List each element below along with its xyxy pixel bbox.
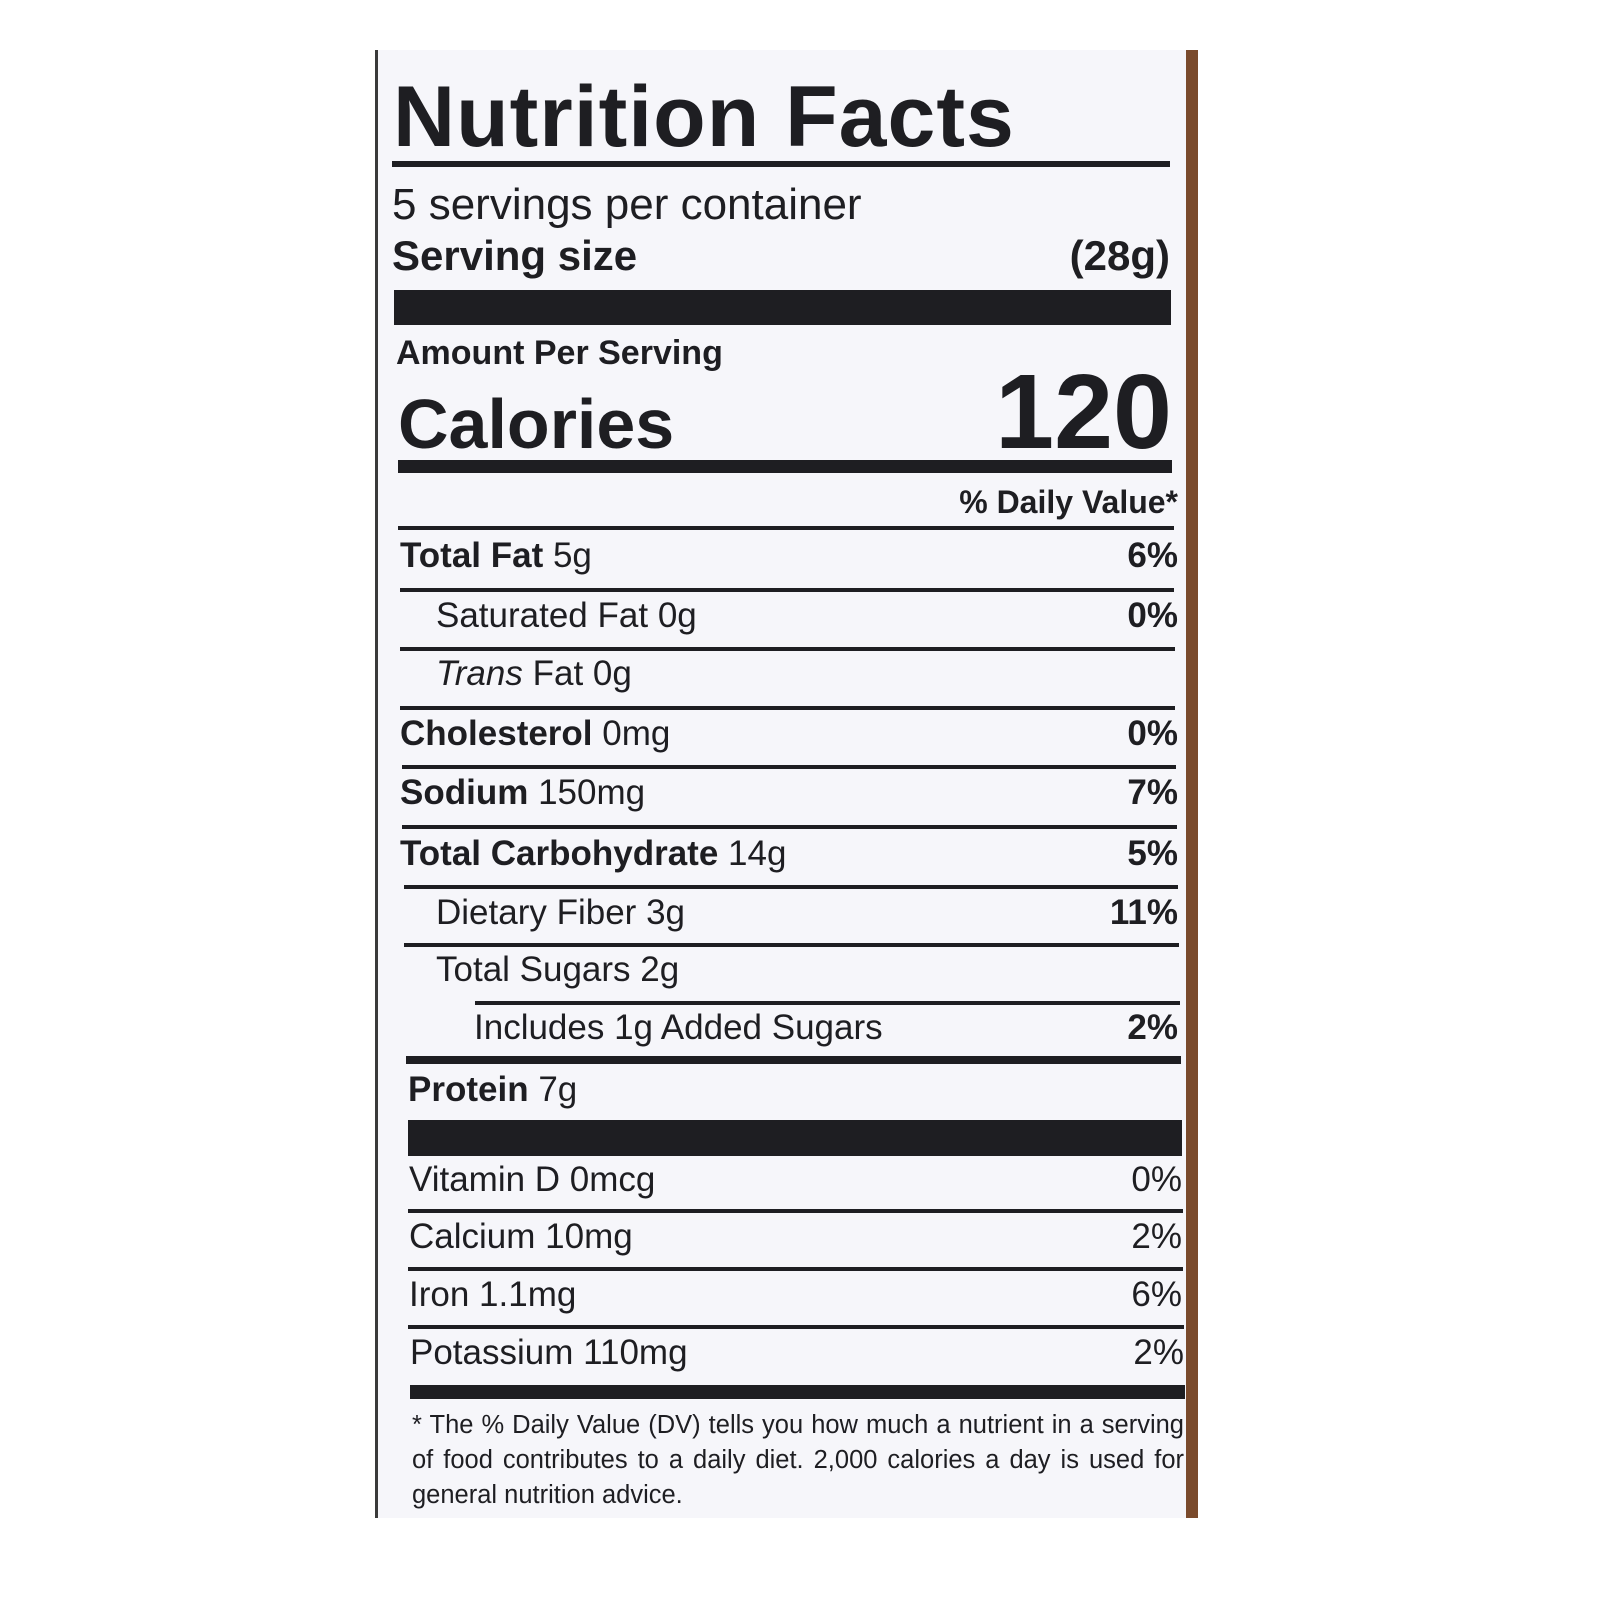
nutrient-dv: 7% [1127, 773, 1178, 812]
nutrient-dv: 2% [1127, 1008, 1178, 1047]
nutrient-dv: 11% [1109, 893, 1178, 932]
nutrient-dv: 6% [1127, 536, 1178, 575]
dv-header: % Daily Value* [959, 484, 1178, 520]
nutrient-name: Total Fat [400, 536, 544, 575]
calories-label: Calories [398, 385, 675, 463]
rule [406, 1056, 1181, 1064]
vitamin-dv: 2% [1133, 1333, 1184, 1372]
vitamin-name: Calcium 10mg [409, 1217, 633, 1256]
calories-value: 120 [995, 353, 1172, 471]
rule [408, 1209, 1183, 1213]
nutrient-row: Total Carbohydrate 14g 5% [400, 834, 1178, 874]
nutrient-amount: Fat 0g [532, 654, 632, 693]
title: Nutrition Facts [393, 69, 1015, 165]
nutrient-row: Trans Fat 0g [400, 654, 1178, 694]
vitamin-dv: 2% [1131, 1217, 1182, 1256]
nutrient-row: Sodium 150mg 7% [400, 773, 1178, 813]
footnote: * The % Daily Value (DV) tells you how m… [412, 1411, 1184, 1509]
nutrient-name: Cholesterol [400, 714, 593, 753]
rule [404, 943, 1179, 947]
nutrient-name: Dietary Fiber [436, 893, 637, 932]
nutrient-amount: 0mg [602, 714, 671, 753]
rule [392, 161, 1170, 167]
nutrient-dv: 0% [1127, 596, 1178, 635]
nutrient-row: Total Sugars 2g [400, 950, 1178, 990]
nutrient-name: Includes 1g Added Sugars [474, 1008, 883, 1047]
serving-size-label: Serving size [392, 232, 638, 279]
thick-bar [394, 290, 1171, 325]
nutrient-dv: 0% [1127, 714, 1178, 753]
vitamin-row: Calcium 10mg 2% [409, 1217, 1182, 1257]
thick-bar [408, 1120, 1182, 1156]
nutrient-amount: 14g [728, 834, 787, 873]
nutrient-name: Total Carbohydrate [400, 834, 719, 873]
rule [402, 765, 1176, 769]
calories-row: Calories 120 [398, 352, 1172, 473]
serving-size-row: Serving size (28g) [392, 232, 1170, 280]
rule [400, 588, 1174, 592]
nutrient-row: Cholesterol 0mg 0% [400, 714, 1178, 754]
nutrient-amount: 2g [640, 950, 680, 989]
bar [398, 460, 1172, 473]
nutrient-row: Total Fat 5g 6% [400, 536, 1178, 576]
nutrient-row: Saturated Fat 0g 0% [400, 596, 1178, 636]
rule [402, 825, 1177, 829]
vitamin-name: Vitamin D 0mcg [409, 1160, 656, 1199]
nutrient-amount: 3g [646, 893, 685, 932]
vitamin-row: Potassium 110mg 2% [410, 1333, 1184, 1373]
bar [410, 1385, 1185, 1399]
nutrient-amount: 150mg [538, 773, 646, 812]
rule [400, 647, 1175, 651]
dv-header-row: % Daily Value* [400, 484, 1178, 521]
serving-size-value: (28g) [1069, 232, 1170, 279]
servings: 5 servings per container [392, 180, 862, 229]
nutrient-name: Trans [436, 654, 523, 693]
nutrient-name: Protein [408, 1070, 529, 1109]
nutrient-name: Sodium [400, 773, 529, 812]
rule [400, 706, 1175, 710]
rule [404, 885, 1178, 889]
nutrient-row: Includes 1g Added Sugars 2% [400, 1008, 1178, 1048]
nutrient-row: Protein 7g [408, 1070, 1178, 1110]
nutrient-name: Saturated Fat [436, 596, 649, 635]
nutrient-row: Dietary Fiber 3g 11% [400, 893, 1178, 933]
nutrient-amount: 0g [657, 596, 697, 635]
vitamin-name: Potassium 110mg [410, 1333, 688, 1372]
nutrient-dv: 5% [1127, 834, 1178, 873]
vitamin-dv: 6% [1131, 1275, 1182, 1314]
rule [408, 1267, 1183, 1271]
rule [398, 526, 1174, 530]
vitamin-row: Vitamin D 0mcg 0% [409, 1160, 1182, 1200]
vitamin-dv: 0% [1131, 1160, 1182, 1199]
amount-per-serving: Amount Per Serving [396, 334, 723, 372]
vitamin-row: Iron 1.1mg 6% [409, 1275, 1182, 1315]
vitamin-name: Iron 1.1mg [409, 1275, 577, 1314]
rule [408, 1325, 1184, 1329]
nutrient-name: Total Sugars [436, 950, 631, 989]
nutrient-amount: 5g [552, 536, 592, 575]
rule [475, 1001, 1180, 1005]
nutrient-amount: 7g [538, 1070, 578, 1109]
